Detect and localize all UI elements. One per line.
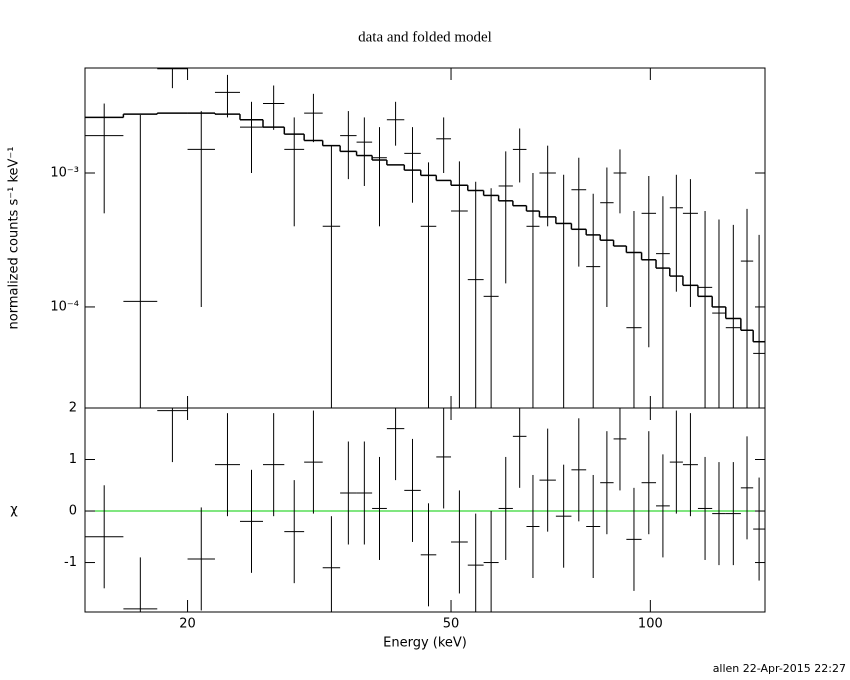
- footer: allen 22-Apr-2015 22:27: [713, 662, 846, 675]
- spectrum-panel: [85, 68, 765, 408]
- y-tick-label: 1: [69, 452, 77, 467]
- y-tick-label: 2: [69, 401, 77, 416]
- x-tick-label: 20: [179, 617, 196, 632]
- y-tick-label: 10⁻³: [50, 165, 79, 180]
- y-tick-label: 0: [69, 504, 77, 519]
- residual-panel: [85, 408, 765, 612]
- y-tick-label: -1: [64, 555, 77, 570]
- y-tick-label: 10⁻⁴: [50, 299, 79, 314]
- x-axis-label: Energy (keV): [383, 636, 467, 651]
- plot-frame: [84, 67, 766, 613]
- x-tick-label: 100: [638, 617, 663, 632]
- chart-title: data and folded model: [358, 29, 492, 45]
- residual-axis-label: χ: [10, 503, 18, 518]
- y-axis-label: normalized counts s⁻¹ keV⁻¹: [7, 147, 22, 330]
- x-tick-label: 50: [443, 617, 460, 632]
- axes: 10⁻³ 10⁻⁴ -1 0 1 2 20 50 100: [50, 68, 765, 632]
